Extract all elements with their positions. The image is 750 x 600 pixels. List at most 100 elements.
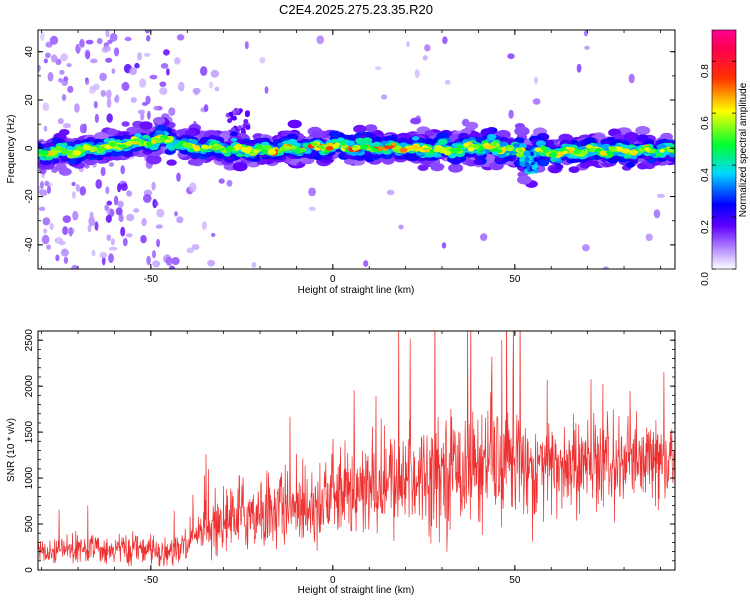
noise-speckle <box>424 44 431 52</box>
noise-speckle <box>93 101 98 109</box>
noise-speckle <box>146 35 151 42</box>
noise-speckle <box>124 36 132 42</box>
y-tick-label: 0 <box>24 145 35 151</box>
ridge-blob <box>230 131 238 137</box>
noise-speckle <box>214 86 220 92</box>
ridge-blob <box>134 133 142 139</box>
colorbar-tick-label: 0.2 <box>700 220 711 234</box>
ridge-blob <box>506 147 514 152</box>
ridge-blob <box>227 145 234 151</box>
noise-speckle <box>122 237 128 247</box>
snr-series-line <box>38 331 675 567</box>
noise-speckle <box>57 118 64 125</box>
noise-speckle <box>46 244 52 250</box>
noise-speckle <box>39 189 48 197</box>
noise-speckle <box>40 31 45 41</box>
noise-speckle <box>422 55 428 61</box>
noise-speckle <box>140 235 147 244</box>
ridge-blob <box>411 136 420 141</box>
noise-speckle <box>165 256 173 266</box>
ridge-blob <box>496 149 503 154</box>
noise-speckle <box>154 201 159 207</box>
ridge-blob <box>38 142 43 149</box>
noise-speckle <box>243 119 249 124</box>
noise-speckle <box>61 93 67 102</box>
ridge-blob <box>517 175 532 185</box>
ridge-blob <box>622 148 630 154</box>
noise-speckle <box>108 246 118 251</box>
noise-speckle <box>129 67 137 76</box>
noise-speckle <box>85 39 94 45</box>
ridge-blob <box>198 147 205 152</box>
ridge-blob <box>347 140 355 146</box>
noise-speckle <box>441 242 447 249</box>
noise-speckle <box>209 81 214 89</box>
ridge-blob <box>318 144 326 150</box>
ridge-blob <box>367 147 373 151</box>
ridge-blob <box>230 137 238 142</box>
ridge-blob <box>535 140 546 147</box>
noise-speckle <box>508 109 514 119</box>
ridge-blob <box>152 116 166 125</box>
ridge-blob <box>68 158 77 165</box>
ridge-blob <box>609 147 617 152</box>
noise-speckle <box>653 209 661 219</box>
noise-speckle <box>166 68 170 76</box>
colorbar-tick-label: 0.8 <box>700 64 711 78</box>
noise-speckle <box>584 45 590 50</box>
ridge-blob <box>581 151 588 155</box>
noise-speckle <box>228 111 234 117</box>
noise-speckle <box>189 182 197 193</box>
ridge-blob <box>395 145 402 150</box>
noise-speckle <box>147 110 151 120</box>
ridge-blob <box>325 146 334 151</box>
noise-speckle <box>68 226 73 237</box>
noise-speckle <box>89 58 98 64</box>
ridge-blob <box>490 142 497 147</box>
noise-speckle <box>118 214 124 223</box>
noise-speckle <box>444 79 451 85</box>
noise-speckle <box>308 187 316 197</box>
noise-speckle <box>42 102 50 111</box>
noise-speckle <box>49 35 59 45</box>
ridge-blob <box>483 142 490 147</box>
ridge-blob <box>595 147 602 152</box>
ridge-blob <box>501 156 510 162</box>
noise-speckle <box>174 211 178 217</box>
noise-speckle <box>442 36 448 45</box>
noise-speckle <box>203 104 209 112</box>
noise-speckle <box>113 47 120 57</box>
noise-speckle <box>42 217 51 226</box>
noise-speckle <box>125 233 133 238</box>
noise-speckle <box>176 34 185 41</box>
ridge-blob <box>556 151 565 157</box>
y-tick-label: -20 <box>24 189 35 204</box>
noise-speckle <box>58 78 63 83</box>
noise-speckle <box>159 81 167 87</box>
colorbar-tick-label: 0.0 <box>700 272 711 286</box>
ridge-blob <box>352 147 358 151</box>
ridge-blob <box>166 159 177 166</box>
ridge-blob <box>636 134 649 142</box>
ridge-blob <box>311 130 324 138</box>
noise-speckle <box>133 208 140 213</box>
noise-speckle <box>186 247 194 254</box>
ridge-blob <box>54 163 67 172</box>
noise-speckle <box>134 62 140 69</box>
noise-speckle <box>143 52 151 57</box>
ridge-blob <box>416 137 426 144</box>
ridge-blob <box>424 148 430 153</box>
ridge-blob <box>480 128 494 137</box>
ridge-blob <box>424 130 435 137</box>
ridge-blob <box>407 153 419 161</box>
ridge-blob <box>548 152 557 158</box>
noise-speckle <box>62 215 71 224</box>
noise-speckle <box>168 107 176 116</box>
noise-speckle <box>200 66 208 76</box>
noise-speckle <box>55 254 60 262</box>
ridge-blob <box>425 138 435 144</box>
ridge-blob <box>487 133 497 140</box>
noise-speckle <box>156 238 161 248</box>
